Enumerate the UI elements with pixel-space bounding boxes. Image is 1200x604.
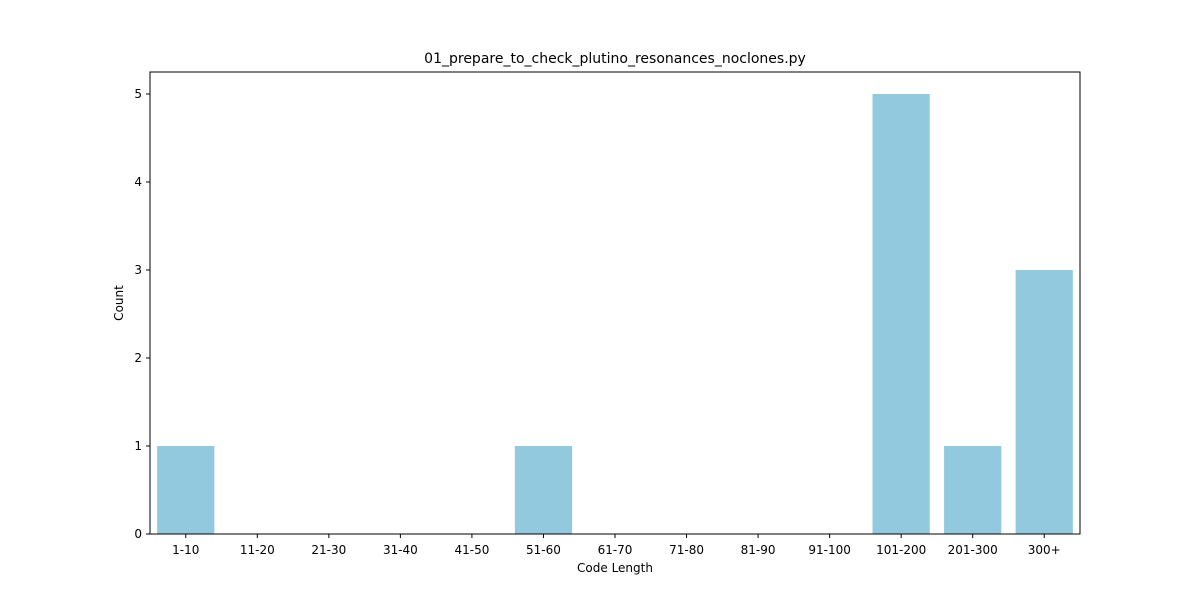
x-tick-label-91-100: 91-100 (808, 543, 851, 557)
x-tick-label-101-200: 101-200 (876, 543, 926, 557)
x-tick-label-41-50: 41-50 (454, 543, 489, 557)
bar-201-300 (944, 446, 1002, 534)
y-tick-label-0: 0 (134, 527, 142, 541)
x-tick-label-61-70: 61-70 (598, 543, 633, 557)
x-tick-label-11-20: 11-20 (240, 543, 275, 557)
y-tick-label-1: 1 (134, 439, 142, 453)
bar-300+ (1015, 270, 1073, 534)
y-axis: 0 1 2 3 4 5 (134, 87, 150, 541)
chart-title: 01_prepare_to_check_plutino_resonances_n… (424, 51, 806, 67)
x-tick-label-81-90: 81-90 (741, 543, 776, 557)
x-tick-label-51-60: 51-60 (526, 543, 561, 557)
y-tick-label-4: 4 (134, 175, 142, 189)
x-axis-label: Code Length (577, 561, 653, 575)
x-axis: 1-10 11-20 21-30 31-40 41-50 51-60 61-70 71-80 8… (172, 534, 1061, 557)
x-tick-label-1-10: 1-10 (172, 543, 199, 557)
y-tick-label-2: 2 (134, 351, 142, 365)
x-tick-label-21-30: 21-30 (311, 543, 346, 557)
x-tick-label-300+: 300+ (1028, 543, 1061, 557)
plot-area (149, 71, 1081, 535)
bar-1-10 (157, 446, 215, 534)
y-axis-label: Count (112, 285, 126, 321)
x-tick-label-71-80: 71-80 (669, 543, 704, 557)
bar-101-200 (872, 94, 930, 534)
x-tick-label-201-300: 201-300 (948, 543, 998, 557)
y-tick-label-3: 3 (134, 263, 142, 277)
bars-group (157, 94, 1073, 534)
x-tick-label-31-40: 31-40 (383, 543, 418, 557)
bar-51-60 (514, 446, 573, 534)
y-tick-label-5: 5 (134, 87, 142, 101)
